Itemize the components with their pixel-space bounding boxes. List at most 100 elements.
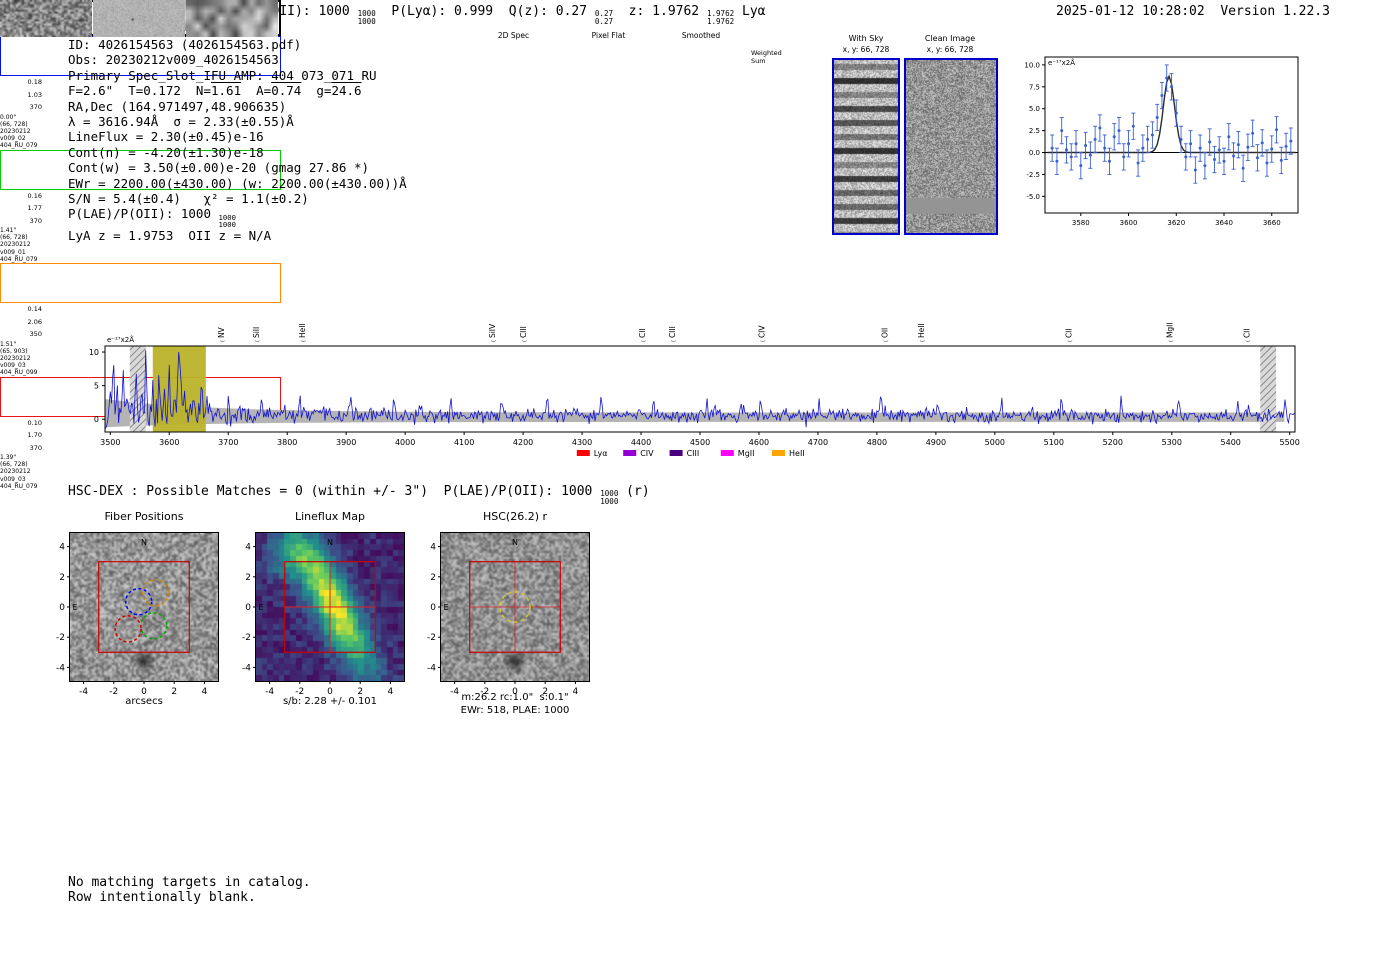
x-tick-label: 4600 xyxy=(749,438,769,447)
fiber-row-right-labels: 0.00" (66, 728) 20230212 v009_02 404_RU_079 xyxy=(0,114,48,150)
east-label: E xyxy=(443,603,448,612)
data-point xyxy=(1236,143,1240,147)
hsc-dex-match-line: HSC-DEX : Possible Matches = 0 (within +… xyxy=(68,484,650,506)
emission-line-label: (CIV xyxy=(757,325,766,342)
extraction-box xyxy=(98,561,190,653)
y-tick-label: -4 xyxy=(56,663,65,673)
spectrum-line xyxy=(105,350,1295,429)
x-tick-label: 2 xyxy=(171,687,177,697)
info-line: Cont(w) = 3.50(±0.00)e-20 (gmag 27.86 *) xyxy=(68,160,370,176)
stacked-fraction: 0.27 0.27 xyxy=(594,9,614,26)
fiber-weight-label: 370 xyxy=(29,216,42,225)
fiber-xaxis-label: arcsecs xyxy=(125,696,163,707)
clean-image-coords: x, y: 66, 728 xyxy=(926,45,974,54)
fiber-annotation: 0.00" xyxy=(0,113,17,121)
y-tick-label: -2.5 xyxy=(1026,171,1040,179)
x-tick-label: 5000 xyxy=(985,438,1005,447)
east-label: E xyxy=(258,603,263,612)
y-tick-label: 4 xyxy=(59,543,65,553)
x-tick-label: 4 xyxy=(573,687,579,697)
hsc-cutout-overlay: -4 -4 -2 -2 0 0 2 2 4 4 N E xyxy=(427,532,590,697)
data-point xyxy=(1170,85,1173,89)
y-tick-label: 2 xyxy=(59,573,65,583)
fiber-row-left-labels: 0.10 1.70 370 xyxy=(0,417,42,455)
info-line: Primary Spec_Slot_IFU_AMP: 404_073_071_R… xyxy=(68,67,377,83)
data-point xyxy=(1069,155,1073,159)
y-tick-label: -2 xyxy=(242,633,251,643)
legend-label: Lyα xyxy=(594,449,608,458)
data-point xyxy=(1141,146,1145,150)
x-tick-label: 4500 xyxy=(690,438,710,447)
fiber-positions-title: Fiber Positions xyxy=(104,510,184,523)
info-line: P(LAE)/P(OII): 1000 1000 1000 xyxy=(68,206,236,229)
y-tick-label: 10 xyxy=(89,348,99,357)
hsc-caption-aperture: m:26.2 rc:1.0" s:0.1" xyxy=(461,692,569,703)
x-tick-label: -2 xyxy=(295,687,304,697)
x-tick-label: -2 xyxy=(480,687,489,697)
x-tick-label: -2 xyxy=(109,687,118,697)
fiber-annotation: 1.41" xyxy=(0,227,17,235)
emission-line-label: (HeII xyxy=(917,323,926,342)
data-point xyxy=(1122,155,1126,159)
x-tick-label: 3500 xyxy=(100,438,120,447)
fiber-annotation: 20230212 xyxy=(0,354,31,362)
x-tick-label: 3700 xyxy=(218,438,238,447)
fiber-circle xyxy=(114,615,142,643)
y-tick-label: 2.5 xyxy=(1029,127,1040,135)
fiber-annotation: v009_02 xyxy=(0,135,26,143)
x-tick-label: 5300 xyxy=(1162,438,1182,447)
fiber-weight-label: 1.70 xyxy=(27,431,42,440)
fiber-annotation: 404_RU_079 xyxy=(0,482,38,490)
spec2d-weighted-label: Weighted Sum xyxy=(751,49,782,65)
fiber-weight-label: 350 xyxy=(29,330,42,339)
fiber-annotation: v009_03 xyxy=(0,475,26,483)
fiber-row-left-labels: 0.18 1.03 370 xyxy=(0,76,42,114)
info-line: ID: 4026154563 (4026154563.pdf) xyxy=(68,37,302,52)
full-spectrum-plot: 3500 3600 3700 3800 3900 4000 4100 4200 4300 4400… xyxy=(89,322,1300,458)
data-point xyxy=(1198,146,1202,150)
x-tick-label: 2 xyxy=(542,687,548,697)
y-tick-label: -2 xyxy=(427,633,436,643)
data-point xyxy=(1193,168,1197,172)
info-line: Cont(n) = -4.20(±1.30)e-18 xyxy=(68,144,264,160)
north-label: N xyxy=(141,538,147,547)
lineflux-map-title: Lineflux Map xyxy=(294,510,366,523)
fiber-annotation: 1.39" xyxy=(0,454,17,462)
fiber-circle xyxy=(124,587,153,616)
y-tick-label: 0.0 xyxy=(1029,149,1040,157)
fiber-weight-label: 0.18 xyxy=(27,78,42,86)
x-tick-label: 3580 xyxy=(1072,219,1090,227)
data-point xyxy=(1227,135,1231,139)
fiber-circle xyxy=(141,578,170,607)
lineflux-caption: s/b: 2.28 +/- 0.101 xyxy=(282,696,378,707)
with-sky-image-panel xyxy=(832,58,900,235)
x-tick-label: -4 xyxy=(265,687,274,697)
emission-line-label: (CIII xyxy=(519,326,528,342)
emission-line-label: (OII xyxy=(881,328,890,342)
fiber-weight-label: 0.16 xyxy=(27,191,42,200)
emission-line-label: (CII xyxy=(1065,328,1074,342)
data-point xyxy=(1107,159,1111,163)
data-point xyxy=(1189,142,1193,146)
fiber-weight-label: 370 xyxy=(29,103,42,111)
x-tick-label: 4000 xyxy=(395,438,415,447)
fiber-annotation: (66, 728) xyxy=(0,120,28,128)
data-point xyxy=(1165,76,1169,80)
clean-image-title: Clean Image xyxy=(924,34,976,43)
data-point xyxy=(1093,137,1097,141)
x-tick-label: 4400 xyxy=(631,438,651,447)
y-axis-units-label: e⁻¹⁷x2Å xyxy=(107,335,134,344)
data-point xyxy=(1146,137,1150,141)
data-point xyxy=(1203,164,1207,168)
y-tick-label: -2 xyxy=(56,633,65,643)
fiber-annotation: 404_RU_079 xyxy=(0,142,38,150)
with-sky-coords: x, y: 66, 728 xyxy=(842,45,890,54)
data-point xyxy=(1265,161,1269,165)
x-tick-label: 4700 xyxy=(808,438,828,447)
fiber-annotation: v009_01 xyxy=(0,248,26,256)
x-tick-label: 0 xyxy=(141,687,147,697)
emission-line-label: (CII xyxy=(1243,328,1252,342)
with-sky-image xyxy=(834,60,898,233)
x-tick-label: 3660 xyxy=(1263,219,1281,227)
